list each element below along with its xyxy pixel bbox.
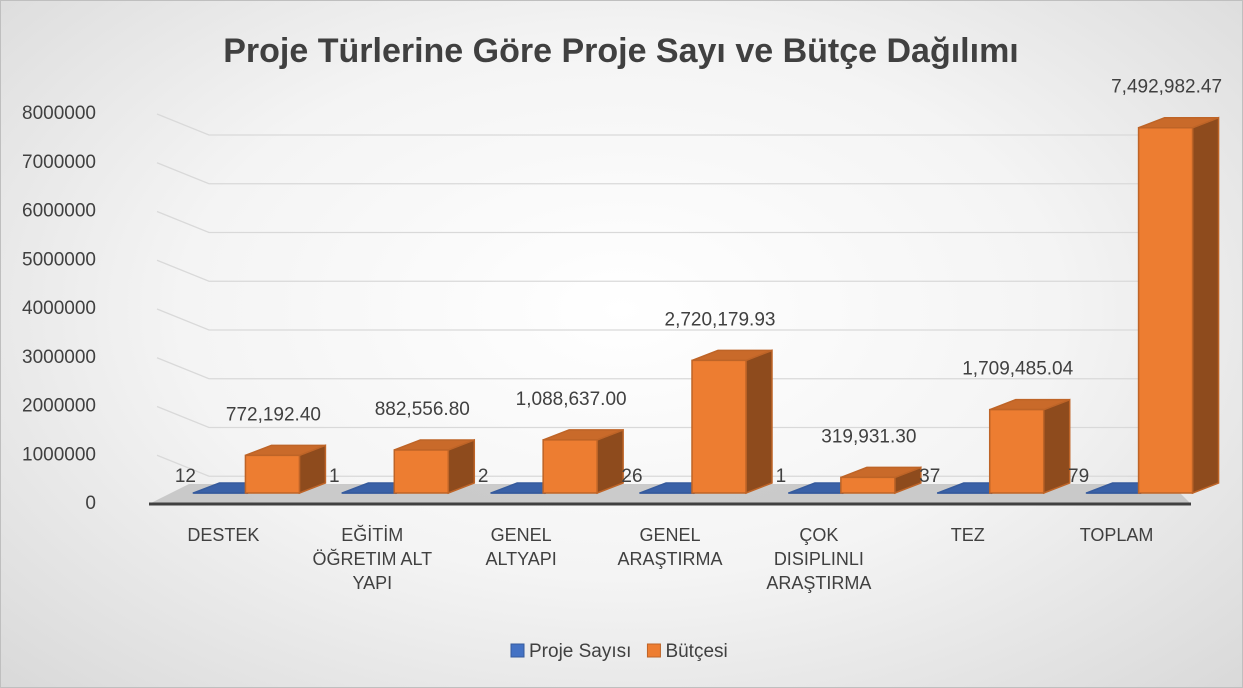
data-label: 772,192.40 [226,404,321,425]
bar-face [691,359,747,494]
data-label: 882,556.80 [375,399,470,420]
data-label: 2 [478,466,489,487]
y-tick-label: 7000000 [22,152,96,173]
data-label: 1,088,637.00 [516,389,627,410]
grid-line [156,162,1191,185]
y-tick-label: 4000000 [22,298,96,319]
data-label: 2,720,179.93 [665,309,776,330]
grid-line [156,405,1191,429]
data-label: 79 [1068,466,1089,487]
grid-line [156,210,1191,234]
y-tick-label: 1000000 [22,444,96,465]
grid-line [156,259,1191,282]
data-label: 37 [919,466,940,487]
chart-title: Proje Türlerine Göre Proje Sayı ve Bütçe… [223,32,1019,70]
y-tick-label: 0 [85,493,96,514]
legend-label: Bütçesi [665,641,727,662]
bar [988,398,1071,495]
x-tick-label: EĞİTİM ÖĞRETIM ALT YAPI [312,525,433,593]
bar-face [542,439,598,494]
data-label: 1 [776,466,787,487]
bar-face [244,454,301,494]
bar-face [988,408,1045,494]
legend-label: Proje Sayısı [529,641,631,662]
bar-face [745,349,773,495]
x-tick-label: ÇOK DISIPLINLI ARAŞTIRMA [766,525,872,593]
data-label: 1,709,485.04 [962,359,1073,380]
bar-face [1137,126,1194,494]
bar [1137,116,1220,495]
data-label: 1 [329,466,340,487]
legend-swatch [646,643,661,658]
data-label: 26 [621,466,642,487]
bar [244,444,327,495]
bar [840,466,922,495]
x-tick-label: GENEL ALTYAPI [485,525,557,569]
legend-swatch [510,643,525,658]
y-tick-label: 3000000 [22,347,96,368]
y-tick-label: 2000000 [22,396,96,417]
data-label: 319,931.30 [821,426,916,447]
bar-face [840,476,896,494]
data-label: 7,492,982.47 [1111,77,1222,98]
bar-face [1042,398,1071,495]
y-tick-label: 6000000 [22,201,96,222]
x-tick-label: DESTEK [187,525,260,545]
bar [542,428,624,495]
bar-face [393,449,450,494]
data-label: 12 [175,466,196,487]
y-tick-label: 5000000 [22,249,96,270]
grid-line [156,308,1191,331]
bar [393,438,476,495]
x-tick-label: GENEL ARAŞTIRMA [617,525,723,569]
grid-line [156,357,1191,380]
bar [691,349,773,495]
grid-line [156,113,1191,136]
y-tick-label: 8000000 [22,103,96,124]
x-tick-label: TEZ [950,525,985,545]
bar-face [596,428,624,495]
x-tick-label: TOPLAM [1079,525,1154,545]
bar-face [1191,116,1220,495]
